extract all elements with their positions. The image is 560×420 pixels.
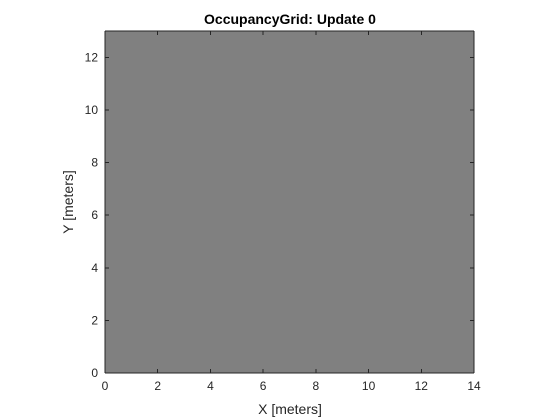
y-axis-ticks: 0 2 4 6 8 10 12 [85, 50, 474, 380]
y-tick-label: 8 [91, 156, 98, 170]
x-axis-label: X [meters] [258, 401, 322, 417]
y-tick-label: 6 [91, 208, 98, 222]
x-tick-label: 10 [362, 379, 376, 393]
y-tick-label: 10 [85, 103, 99, 117]
axes [104, 30, 475, 374]
x-tick-label: 6 [260, 379, 267, 393]
y-tick-label: 4 [91, 261, 98, 275]
x-tick-label: 12 [415, 379, 429, 393]
y-tick-label: 12 [85, 50, 99, 64]
chart-title: OccupancyGrid: Update 0 [204, 11, 376, 27]
x-tick-label: 0 [102, 379, 109, 393]
x-tick-label: 2 [154, 379, 161, 393]
y-tick-label: 0 [91, 366, 98, 380]
x-tick-label: 14 [467, 379, 481, 393]
x-axis-ticks: 0 2 4 6 8 10 12 14 [102, 31, 481, 393]
x-tick-label: 8 [313, 379, 320, 393]
x-tick-label: 4 [207, 379, 214, 393]
y-tick-label: 2 [91, 313, 98, 327]
occupancy-map-area[interactable] [105, 31, 474, 373]
y-axis-label: Y [meters] [60, 170, 76, 234]
